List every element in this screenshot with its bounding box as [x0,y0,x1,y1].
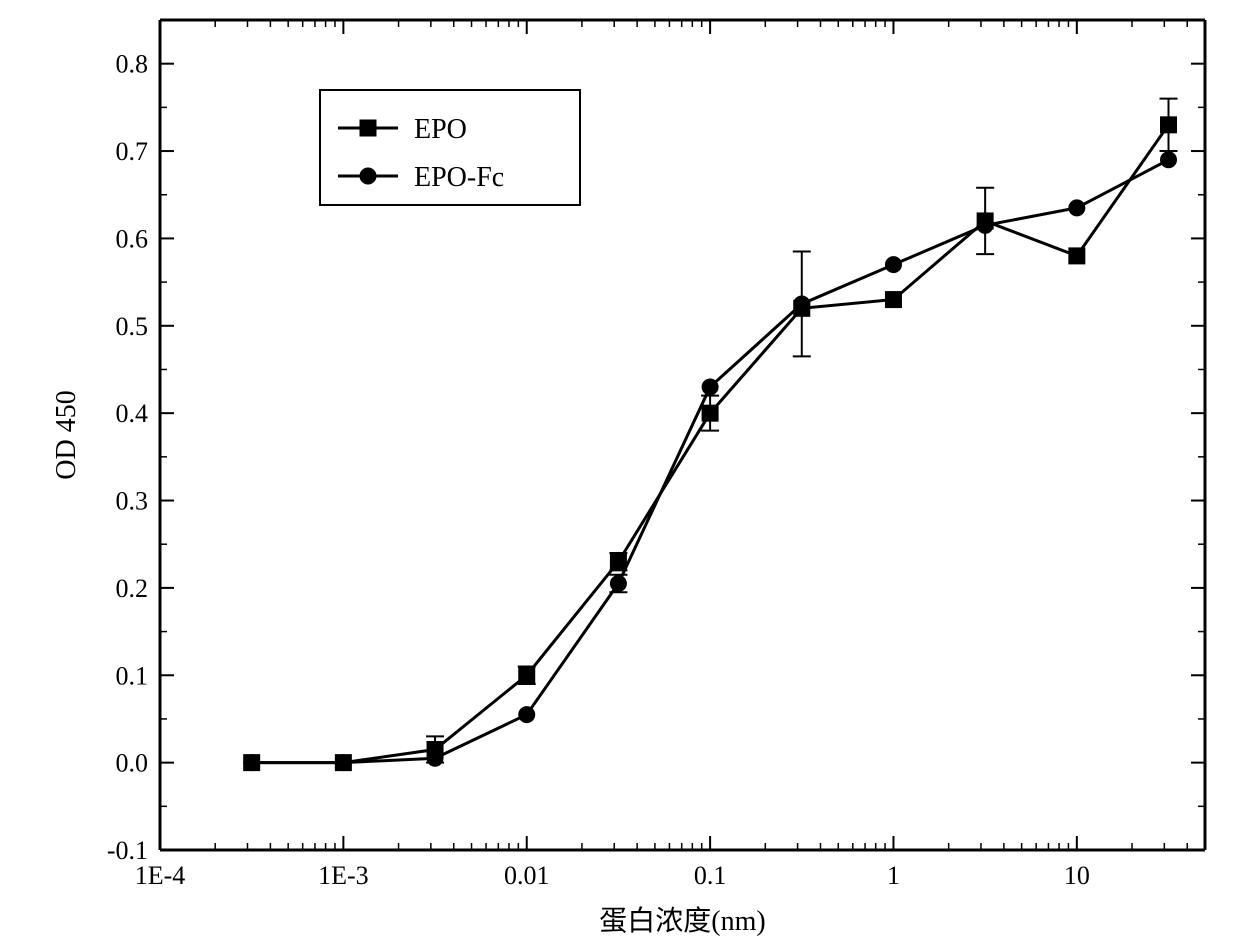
svg-text:0.5: 0.5 [116,312,149,341]
svg-text:0.6: 0.6 [116,224,149,253]
svg-text:1E-4: 1E-4 [135,861,186,890]
svg-text:0.0: 0.0 [116,749,149,778]
svg-text:0.8: 0.8 [116,50,149,79]
svg-text:蛋白浓度(nm): 蛋白浓度(nm) [599,905,765,937]
svg-text:0.1: 0.1 [116,661,149,690]
svg-text:1: 1 [887,861,900,890]
svg-text:10: 10 [1064,861,1090,890]
svg-text:EPO: EPO [414,114,467,145]
svg-text:1E-3: 1E-3 [318,861,369,890]
svg-text:0.7: 0.7 [116,137,149,166]
svg-text:0.3: 0.3 [116,487,149,516]
svg-text:0.01: 0.01 [504,861,550,890]
svg-text:EPO-Fc: EPO-Fc [414,162,504,193]
dose-response-chart: 1E-4 1E-3 0.01 0.1 1 10 -0.1 0.0 0.1 0.2 0.3 0.4 0.5… [0,0,1240,941]
svg-text:OD 450: OD 450 [51,390,82,479]
svg-text:0.2: 0.2 [116,574,149,603]
svg-text:0.1: 0.1 [694,861,727,890]
svg-text:-0.1: -0.1 [107,836,148,865]
svg-text:0.4: 0.4 [116,399,149,428]
